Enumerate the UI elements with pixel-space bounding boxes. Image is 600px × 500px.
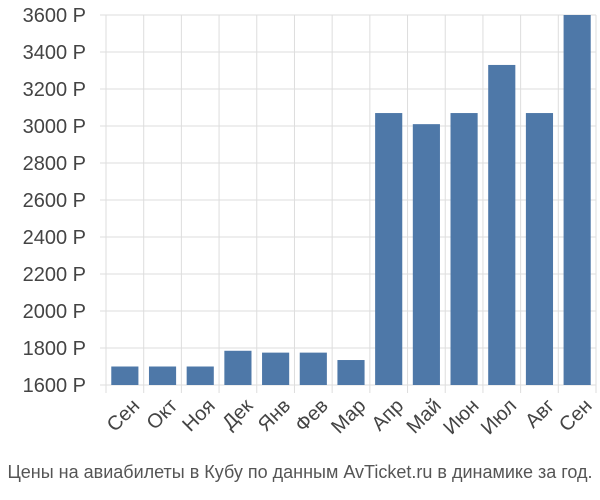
x-tick-label: Мар: [327, 395, 370, 438]
bar: [412, 124, 440, 386]
y-tick-label: 2800 Р: [23, 153, 86, 175]
x-tick-label: Ноя: [178, 395, 219, 436]
x-tick-label: Сен: [103, 395, 144, 436]
x-tick-label: Май: [403, 395, 446, 438]
bar: [186, 366, 214, 385]
y-tick-label: 1600 Р: [23, 375, 86, 397]
bar: [262, 352, 290, 385]
y-tick-label: 3000 Р: [23, 116, 86, 138]
bar: [525, 113, 554, 386]
x-tick-label: Сен: [555, 395, 596, 436]
bar: [337, 360, 365, 385]
y-tick-label: 3200 Р: [23, 79, 86, 101]
bar: [224, 350, 252, 385]
y-tick-label: 3400 Р: [23, 42, 86, 64]
bar-chart: 1600 Р 1800 Р 2000 Р 2200 Р 2400 Р 2600 Р 2800…: [23, 5, 597, 439]
bar: [299, 352, 327, 385]
y-tick-label: 3600 Р: [23, 5, 86, 27]
y-tick-label: 2000 Р: [23, 301, 86, 323]
bar: [563, 15, 591, 385]
y-tick-label: 2200 Р: [23, 264, 86, 286]
x-tick-label: Июл: [477, 395, 521, 439]
y-tick-label: 1800 Р: [23, 338, 86, 360]
x-tick-label: Авг: [521, 395, 559, 433]
bar: [488, 64, 516, 385]
x-tick-label: Окт: [143, 395, 182, 434]
chart-caption: Цены на авиабилеты в Кубу по данным AvTi…: [7, 462, 593, 482]
y-tick-label: 2400 Р: [23, 227, 86, 249]
bar: [450, 113, 478, 386]
x-tick-label: Фев: [291, 395, 333, 437]
x-tick-label: Апр: [368, 395, 409, 436]
x-tick-label: Июн: [439, 395, 483, 439]
y-tick-label: 2600 Р: [23, 190, 86, 212]
bar: [375, 113, 403, 386]
x-tick-label: Дек: [218, 395, 257, 434]
x-tick-label: Янв: [254, 395, 295, 436]
bar: [111, 366, 139, 385]
bar: [148, 366, 177, 385]
